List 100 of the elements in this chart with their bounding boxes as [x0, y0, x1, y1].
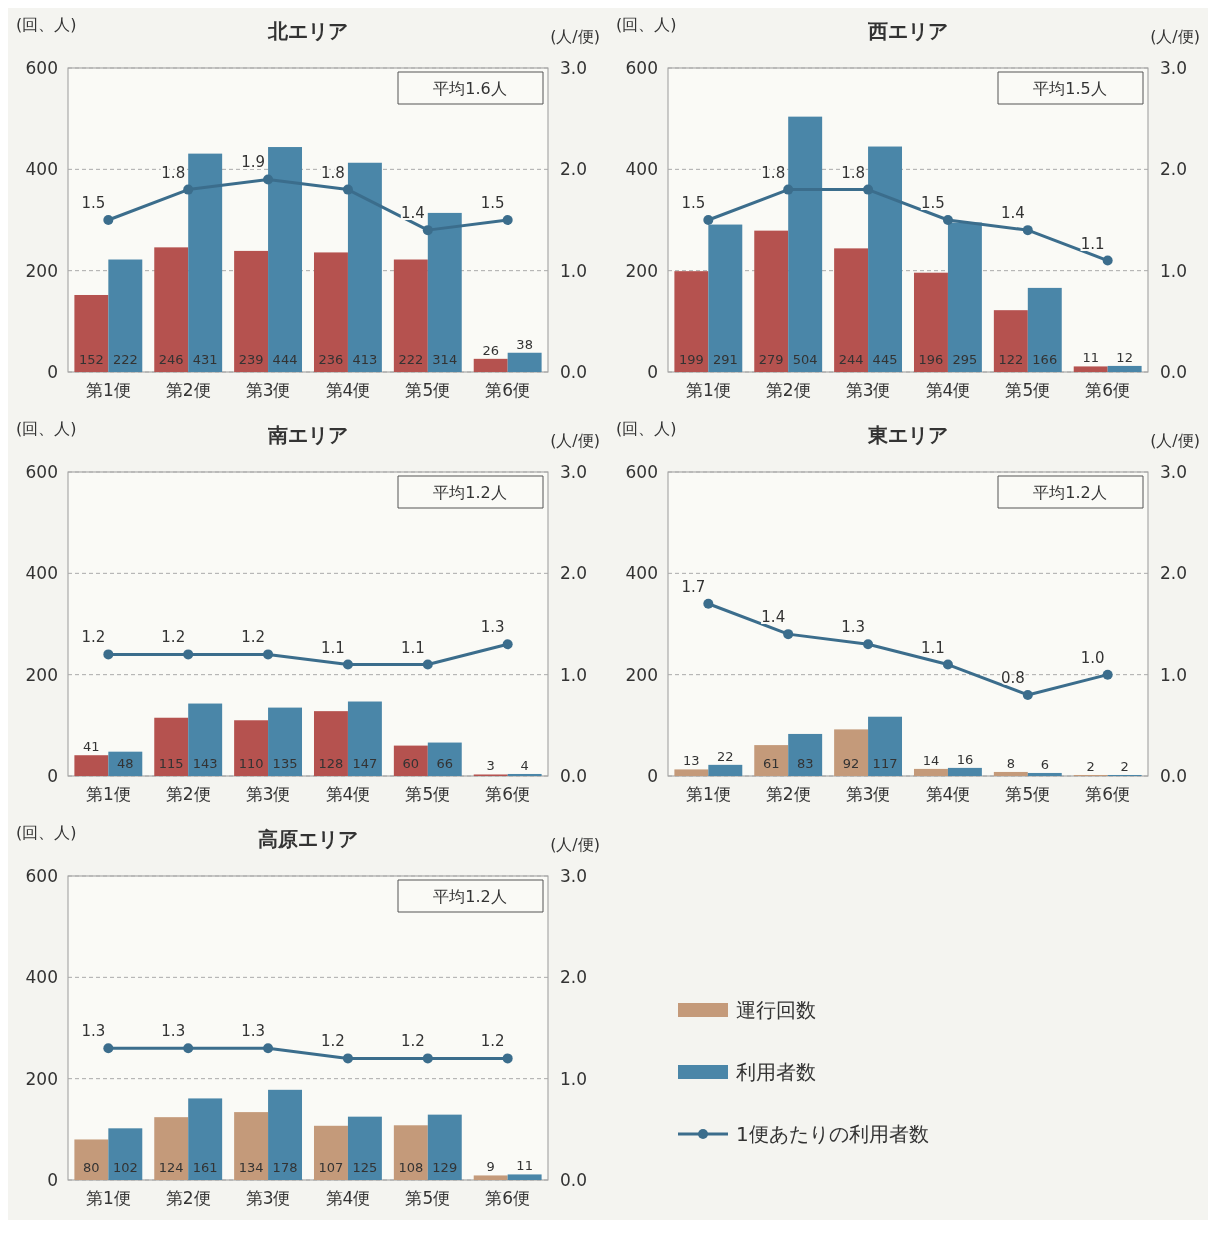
x-tick-label: 第6便 [485, 380, 531, 400]
bar [834, 729, 869, 776]
data-label: 83 [796, 756, 814, 771]
data-label: 128 [318, 756, 344, 771]
data-label: 1.2 [321, 1032, 345, 1051]
bar [108, 259, 143, 372]
point [183, 649, 194, 660]
data-label: 236 [318, 352, 344, 367]
data-label: 38 [516, 336, 533, 352]
point [783, 184, 794, 195]
x-tick-label: 第2便 [165, 1188, 211, 1208]
data-label: 196 [918, 352, 944, 367]
data-label: 1.8 [841, 163, 866, 182]
data-label: 124 [158, 1160, 184, 1175]
point [502, 639, 513, 650]
data-label: 1.1 [921, 638, 945, 657]
x-tick-label: 第4便 [925, 784, 971, 804]
bar [754, 230, 789, 372]
point [502, 215, 513, 225]
data-label: 1.5 [81, 194, 106, 212]
x-tick-label: 第4便 [325, 784, 371, 804]
bar [1107, 365, 1142, 372]
point [1022, 689, 1033, 700]
bar [1027, 287, 1062, 372]
point [942, 659, 953, 670]
x-tick-label: 第5便 [1005, 380, 1051, 400]
x-tick-label: 第2便 [765, 784, 811, 804]
bar [347, 162, 382, 372]
bar [268, 147, 303, 372]
y-tick-label: 400 [25, 967, 58, 988]
data-label: 16 [956, 751, 974, 767]
x-tick-label: 第3便 [245, 380, 291, 400]
data-label: 4 [520, 757, 529, 773]
data-label: 1.8 [761, 163, 786, 182]
bar [393, 259, 428, 372]
data-label: 125 [352, 1160, 378, 1175]
data-label: 1.9 [241, 153, 266, 172]
bar [347, 701, 382, 776]
bar [507, 1174, 542, 1180]
bar [268, 707, 303, 776]
data-label: 1.5 [921, 194, 945, 212]
bar [1027, 772, 1062, 776]
bar [234, 1112, 269, 1180]
y2-tick-label: 2.0 [1160, 563, 1188, 584]
annotation: 平均1.5人 [1033, 79, 1107, 98]
y2-axis-title: (人/便) [550, 431, 600, 450]
point [183, 184, 194, 195]
data-label: 26 [482, 342, 499, 358]
data-label: 504 [792, 352, 818, 367]
bar [674, 769, 709, 776]
data-label: 444 [272, 352, 298, 367]
y-tick-label: 200 [625, 664, 658, 685]
point [703, 215, 714, 225]
bar [234, 250, 269, 372]
y2-tick-label: 3.0 [1160, 462, 1188, 482]
data-label: 1.1 [400, 638, 425, 657]
x-tick-label: 第1便 [85, 380, 131, 400]
data-label: 1.5 [681, 194, 706, 212]
x-tick-label: 第1便 [85, 784, 131, 804]
data-label: 1.3 [81, 1022, 106, 1041]
bar [868, 146, 903, 372]
data-label: 48 [117, 756, 134, 771]
y2-tick-label: 1.0 [560, 260, 588, 281]
chart-title: 南エリア [267, 423, 348, 447]
data-label: 222 [398, 352, 424, 367]
chart-title: 高原エリア [258, 827, 358, 851]
data-label: 413 [352, 352, 378, 367]
data-label: 129 [432, 1160, 458, 1175]
data-label: 147 [352, 756, 378, 771]
data-label: 1.2 [480, 1032, 505, 1051]
x-tick-label: 第5便 [405, 784, 451, 804]
bar [507, 352, 542, 372]
y-tick-label: 600 [25, 462, 58, 482]
y2-tick-label: 0.0 [560, 1170, 588, 1190]
y-axis-title: (回、人) [16, 15, 77, 34]
data-label: 102 [112, 1160, 138, 1175]
bar [234, 720, 269, 776]
bar [708, 224, 743, 372]
data-label: 8 [1006, 755, 1015, 771]
bar [788, 116, 823, 372]
data-label: 92 [842, 756, 860, 771]
bar [154, 247, 189, 372]
y2-tick-label: 3.0 [560, 58, 588, 78]
y-tick-label: 0 [647, 362, 658, 382]
bar [347, 1116, 382, 1180]
data-label: 122 [998, 352, 1024, 367]
data-label: 199 [678, 352, 704, 367]
data-label: 1.0 [1080, 648, 1105, 667]
bar [427, 1114, 462, 1180]
annotation: 平均1.2人 [1033, 483, 1107, 502]
bar [708, 764, 743, 776]
x-tick-label: 第5便 [1005, 784, 1051, 804]
point [342, 184, 353, 195]
chart-title: 西エリア [867, 19, 948, 43]
annotation: 平均1.2人 [433, 887, 507, 906]
legend-label: 1便あたりの利用者数 [736, 1122, 929, 1146]
point [942, 215, 953, 225]
data-label: 135 [272, 756, 298, 771]
y2-axis-title: (人/便) [1150, 27, 1200, 46]
bar [674, 271, 709, 372]
